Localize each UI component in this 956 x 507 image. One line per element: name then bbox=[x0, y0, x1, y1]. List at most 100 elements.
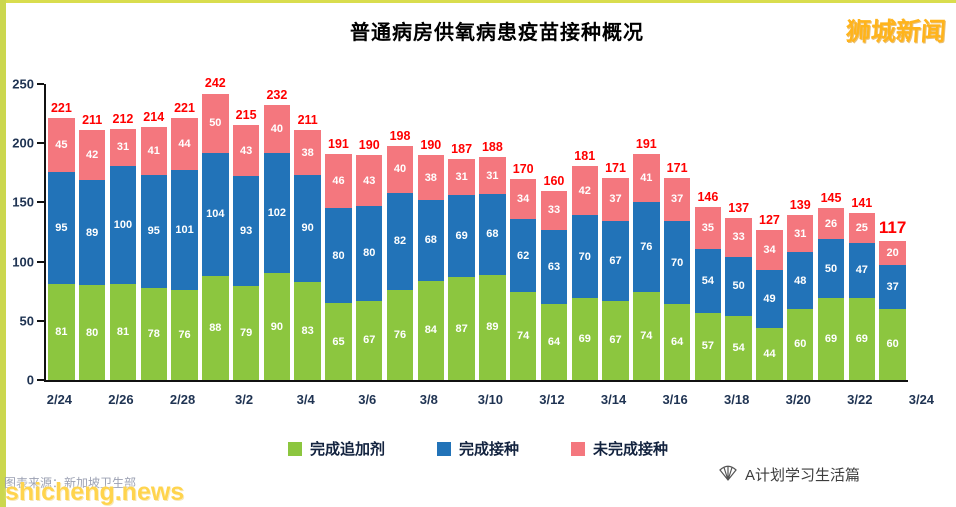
x-axis-tick-label: 3/16 bbox=[662, 392, 688, 407]
bar-segment-booster: 69 bbox=[848, 298, 876, 380]
bar-total-label: 160 bbox=[543, 173, 565, 188]
bar: 76 82 40 198 bbox=[386, 84, 414, 380]
bar: 64 63 33 160 bbox=[540, 84, 568, 380]
bar-segment-vaccinated: 47 bbox=[848, 242, 876, 299]
bar: 69 47 25 141 bbox=[848, 84, 876, 380]
bar-segment-vaccinated: 62 bbox=[509, 218, 537, 293]
bar-segment-unvaccinated: 37 bbox=[663, 177, 691, 222]
bar-segment-unvaccinated: 38 bbox=[294, 130, 321, 176]
bar-segment-booster: 80 bbox=[78, 285, 106, 380]
bar-segment-unvaccinated: 33 bbox=[540, 190, 568, 230]
bar: 88 104 50 242 bbox=[202, 76, 229, 380]
y-axis-tick-mark bbox=[37, 260, 44, 263]
x-axis: 2/24 2/26 2/28 3/2 3/4 3/6 3/8 3/10 3/12 3/14 3/16… bbox=[44, 392, 934, 412]
legend-item-vaccinated: 完成接种 bbox=[436, 438, 519, 459]
legend: 完成追加剂 完成接种 未完成接种 bbox=[0, 438, 956, 459]
bar: 67 67 37 171 bbox=[602, 84, 629, 380]
bar: 67 80 43 190 bbox=[356, 84, 383, 380]
bar-total-label: 221 bbox=[174, 101, 195, 116]
bar-segment-vaccinated: 104 bbox=[202, 152, 229, 276]
x-axis-tick-label: 3/4 bbox=[296, 392, 315, 407]
bar-segment-unvaccinated: 41 bbox=[140, 126, 167, 176]
watermark: shicheng.news bbox=[5, 478, 185, 506]
bar-total-label: 212 bbox=[112, 112, 134, 126]
bar-segment-vaccinated: 63 bbox=[540, 229, 568, 305]
bar-segment-booster: 69 bbox=[571, 298, 598, 380]
bar-total-label: 190 bbox=[420, 138, 442, 153]
bar-segment-unvaccinated: 34 bbox=[509, 178, 537, 219]
bar-segment-booster: 78 bbox=[140, 287, 167, 380]
bar-segment-unvaccinated: 33 bbox=[725, 217, 752, 257]
chart-title: 普通病房供氧病患疫苗接种概况 bbox=[350, 22, 644, 44]
bar-segment-booster: 81 bbox=[109, 284, 137, 380]
bar-segment-vaccinated: 49 bbox=[756, 269, 783, 328]
bar-total-label: 171 bbox=[666, 160, 688, 175]
bar-segment-booster: 67 bbox=[602, 300, 629, 380]
bar-segment-unvaccinated: 35 bbox=[694, 207, 722, 249]
bar: 79 93 43 215 bbox=[232, 84, 260, 380]
legend-item-booster: 完成追加剂 bbox=[287, 438, 385, 459]
y-axis-tick-mark bbox=[37, 83, 44, 85]
bar-total-label: 198 bbox=[389, 128, 411, 143]
bar-segment-unvaccinated: 50 bbox=[202, 93, 229, 153]
bar-total-label: 127 bbox=[759, 212, 780, 227]
x-axis-tick-label: 3/20 bbox=[785, 392, 811, 407]
bar-segment-unvaccinated: 42 bbox=[571, 165, 598, 216]
bar-segment-booster: 54 bbox=[725, 316, 752, 380]
y-axis-tick-mark bbox=[37, 201, 44, 204]
bar-total-label: 232 bbox=[266, 88, 288, 103]
bar-segment-vaccinated: 70 bbox=[571, 215, 598, 299]
bar-segment-booster: 79 bbox=[232, 286, 260, 380]
bar-total-label: 215 bbox=[235, 108, 257, 123]
bar-segment-unvaccinated: 25 bbox=[848, 213, 876, 243]
bar-segment-booster: 74 bbox=[509, 292, 537, 380]
x-axis-tick-label: 3/8 bbox=[419, 392, 438, 407]
bar-segment-vaccinated: 70 bbox=[663, 221, 691, 305]
y-axis-tick-label: 50 bbox=[19, 313, 34, 329]
x-axis-tick-label: 2/24 bbox=[46, 392, 73, 407]
bar-segment-vaccinated: 93 bbox=[232, 176, 260, 287]
bar-segment-vaccinated: 48 bbox=[787, 252, 814, 309]
bar: 90 102 40 232 bbox=[263, 84, 291, 380]
source-caption: 图表来源：新加坡卫生部 bbox=[4, 476, 137, 490]
y-axis-tick-label: 200 bbox=[12, 135, 34, 151]
bar-segment-booster: 76 bbox=[171, 290, 198, 380]
x-axis-tick-label: 3/10 bbox=[477, 392, 504, 407]
bar: 60 48 31 139 bbox=[787, 84, 814, 380]
bar: 76 101 44 221 bbox=[171, 84, 198, 380]
x-axis-tick-label: 3/12 bbox=[539, 392, 565, 407]
legend-swatch-unvaccinated bbox=[571, 441, 585, 456]
bar-segment-vaccinated: 50 bbox=[817, 239, 845, 299]
footer-attribution-text: A计划学习生活篇 bbox=[744, 467, 860, 484]
bar-segment-unvaccinated: 41 bbox=[633, 153, 660, 203]
bar-segment-unvaccinated: 31 bbox=[479, 157, 506, 195]
bar-segment-booster: 60 bbox=[787, 308, 814, 380]
bar-segment-unvaccinated: 26 bbox=[817, 208, 845, 240]
bar-segment-vaccinated: 80 bbox=[325, 208, 352, 304]
bar-total-label: 187 bbox=[451, 141, 473, 156]
bar-segment-vaccinated: 37 bbox=[879, 265, 906, 309]
bar-segment-vaccinated: 90 bbox=[294, 175, 321, 282]
bar-segment-vaccinated: 102 bbox=[263, 152, 291, 274]
left-border-stripe bbox=[0, 0, 6, 507]
bar: 81 95 45 221 bbox=[48, 84, 75, 380]
bar: 81 100 31 212 bbox=[109, 84, 137, 380]
bar-segment-booster: 84 bbox=[417, 280, 445, 380]
bar-segment-vaccinated: 101 bbox=[171, 170, 198, 291]
bar-segment-unvaccinated: 45 bbox=[48, 118, 75, 172]
bar: 69 70 42 181 bbox=[571, 84, 598, 380]
bar-segment-booster: 60 bbox=[879, 308, 906, 380]
bar-total-label: 181 bbox=[574, 148, 596, 163]
plot-area: 81 95 45 221 80 89 42 211 81 100 31 212 78 95 41 214 76 1… bbox=[37, 76, 908, 382]
bar-segment-booster: 57 bbox=[694, 312, 722, 380]
bar-segment-booster: 64 bbox=[540, 304, 568, 380]
bar-segment-unvaccinated: 37 bbox=[602, 177, 629, 222]
bar: 44 49 34 127 bbox=[756, 84, 783, 380]
bar-segment-unvaccinated: 34 bbox=[756, 229, 783, 270]
bar-total-label: 221 bbox=[50, 101, 72, 116]
bar-segment-booster: 89 bbox=[479, 274, 506, 380]
bar: 65 80 46 191 bbox=[325, 84, 352, 380]
brand-logo: 狮城新闻 bbox=[844, 18, 947, 46]
bar-total-label: 171 bbox=[605, 160, 626, 175]
